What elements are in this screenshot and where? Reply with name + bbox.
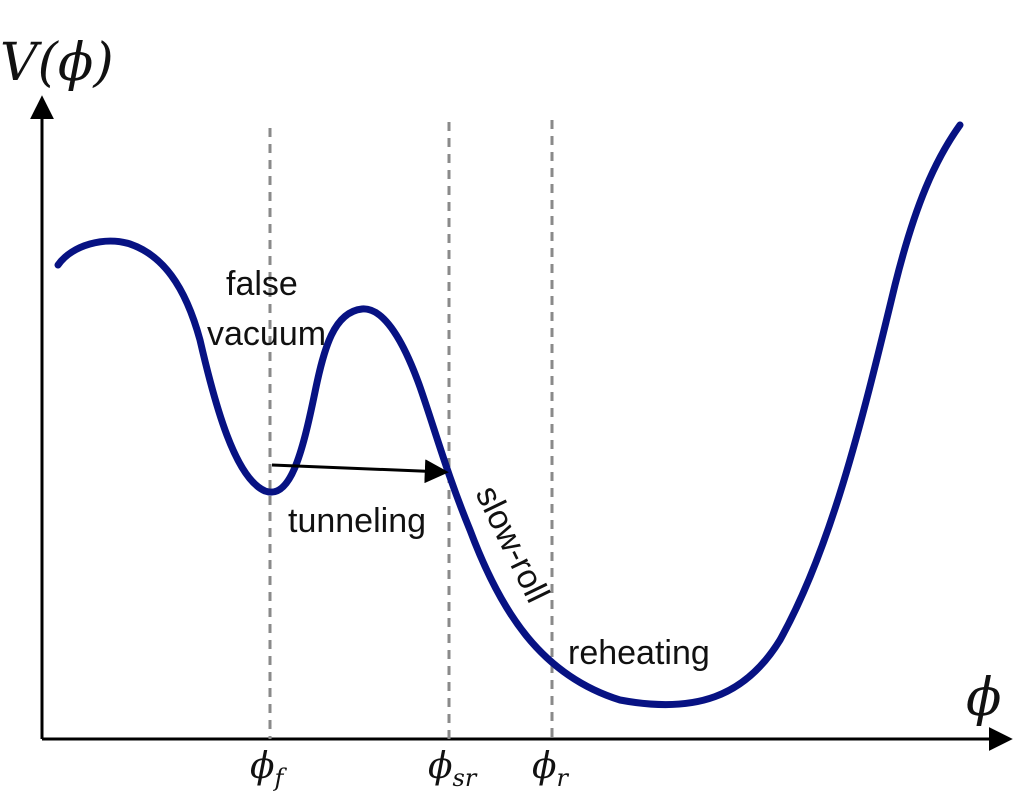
false-vacuum-label-line2: vacuum (207, 315, 326, 353)
tunneling-arrow (271, 459, 449, 484)
y-label-v: V (0, 33, 42, 93)
reheating-label: reheating (568, 634, 710, 672)
tunneling-label: tunneling (288, 502, 426, 540)
y-label-phi: ϕ (58, 33, 93, 93)
phi-sr-symbol: ϕ (428, 746, 453, 787)
phi-f-subscript: f (273, 764, 288, 792)
phi-r-subscript: r (557, 764, 570, 792)
y-axis-label: V(ϕ) (0, 33, 114, 93)
y-label-close: ) (92, 33, 113, 93)
phi-r-symbol: ϕ (532, 746, 557, 787)
phi-r-label: ϕr (532, 746, 570, 792)
false-vacuum-label-line1: false (226, 265, 298, 303)
y-label-open: ( (38, 33, 60, 93)
phi-sr-subscript: sr (453, 764, 478, 792)
x-axis-label: ϕ (966, 668, 1001, 728)
slow-roll-label: slow-roll (468, 480, 557, 609)
phi-f-symbol: ϕ (250, 746, 275, 787)
potential-curve (54, 121, 964, 709)
phi-f-label: ϕf (250, 746, 288, 792)
phi-sr-label: ϕsr (428, 746, 478, 792)
